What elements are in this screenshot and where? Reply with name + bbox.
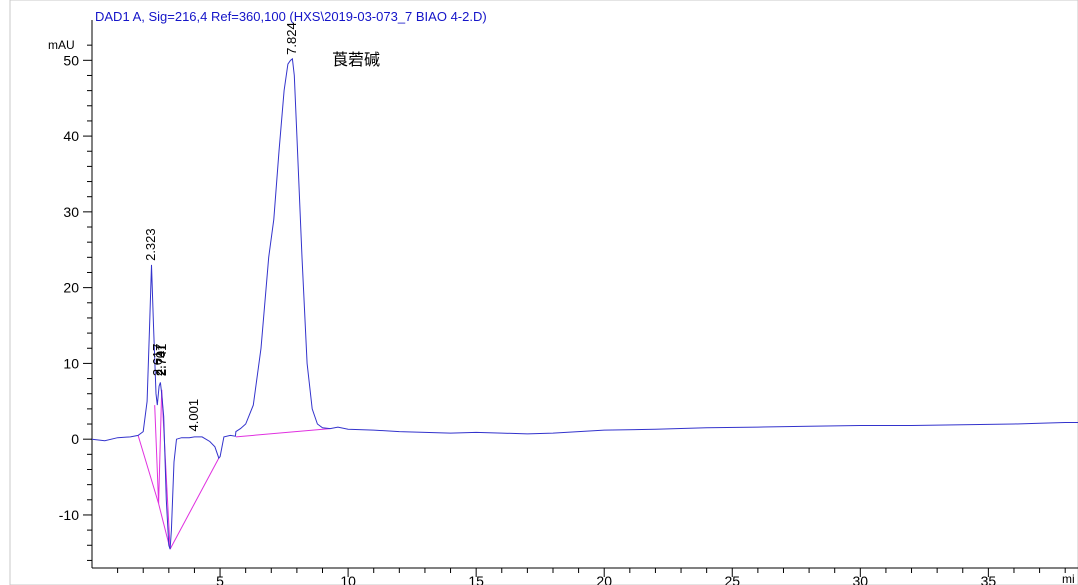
baseline-segment	[158, 389, 163, 504]
peak-label: 2.707	[153, 344, 168, 377]
chart-title: DAD1 A, Sig=216,4 Ref=360,100 (HXS\2019-…	[95, 9, 487, 24]
baseline-segment	[161, 389, 171, 550]
x-tick-label: 15	[468, 573, 484, 585]
y-tick-label: -10	[59, 507, 79, 523]
baseline-segment	[154, 405, 160, 504]
x-tick-label: 35	[981, 573, 997, 585]
baseline-segment	[137, 435, 160, 504]
x-tick-label: 20	[596, 573, 612, 585]
axes: -10 0 10 20 30 40 50 5 10 15 20 25 30 35	[59, 20, 1078, 585]
signal-line	[91, 57, 1078, 550]
x-tick-label: 25	[724, 573, 740, 585]
x-tick-label: 10	[340, 573, 356, 585]
peak-label: 2.741	[154, 344, 169, 377]
peak-label: 2.323	[143, 228, 158, 261]
y-tick-label: 50	[63, 52, 79, 68]
peak-label: 4.001	[186, 399, 201, 432]
compound-annotation: 莨菪碱	[332, 50, 380, 69]
baseline-segment	[235, 428, 331, 438]
baseline-segment	[169, 457, 220, 550]
y-tick-label: 30	[63, 204, 79, 220]
peak-label: 7.824	[284, 22, 299, 55]
y-tick-label: 20	[63, 280, 79, 296]
x-tick-label: 5	[216, 573, 224, 585]
y-tick-label: 10	[63, 355, 79, 371]
y-axis-label: mAU	[48, 38, 75, 52]
peak-label: 2.617	[150, 344, 165, 377]
x-axis-label: mi	[1062, 572, 1075, 585]
y-tick-label: 40	[63, 128, 79, 144]
signal-trace	[91, 57, 1078, 550]
x-tick-label: 30	[853, 573, 869, 585]
y-tick-label: 0	[71, 431, 79, 447]
